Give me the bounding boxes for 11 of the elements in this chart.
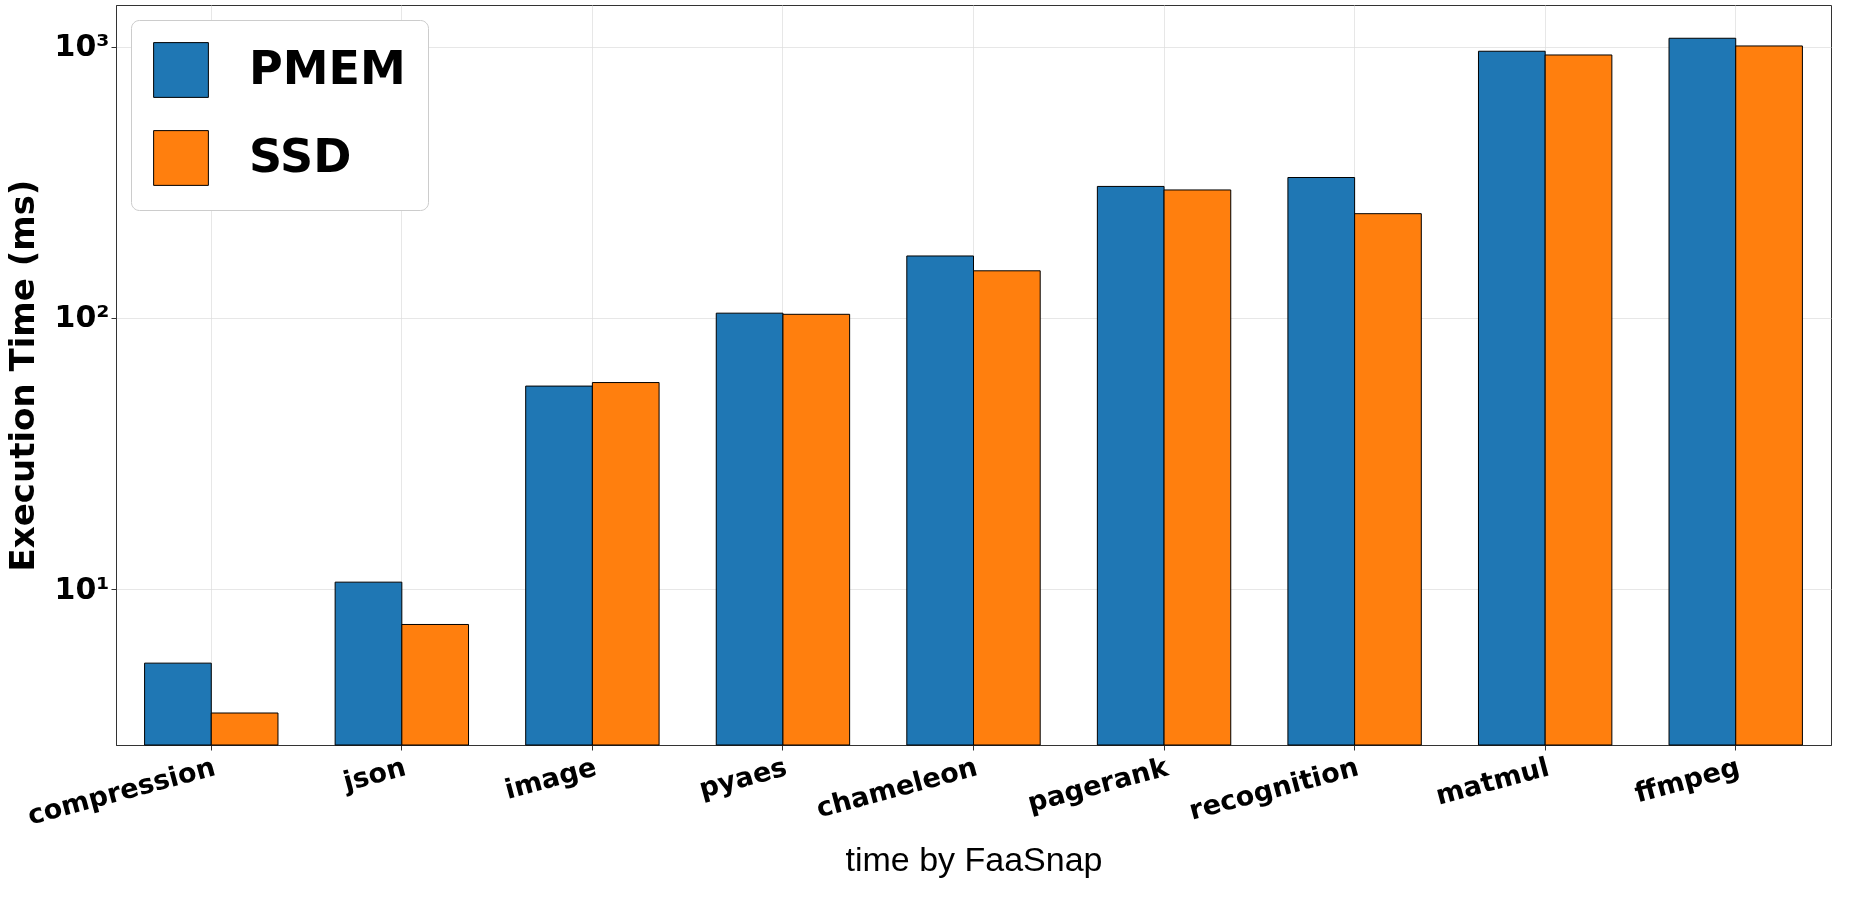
x-tick-label: pyaes: [695, 750, 790, 804]
legend-label: SSD: [249, 129, 352, 183]
y-tick-label: 10²: [54, 299, 110, 335]
legend-label: PMEM: [249, 41, 406, 95]
x-tick-label: image: [501, 750, 600, 805]
y-axis-title: Execution Time (ms): [1, 179, 42, 572]
x-tick-label: json: [338, 750, 409, 798]
y-tick-label: 10³: [54, 28, 110, 64]
x-tick-label: ffmpeg: [1631, 750, 1743, 809]
x-axis-title: time by FaaSnap: [845, 839, 1103, 878]
y-tick-label: 10¹: [54, 570, 110, 606]
